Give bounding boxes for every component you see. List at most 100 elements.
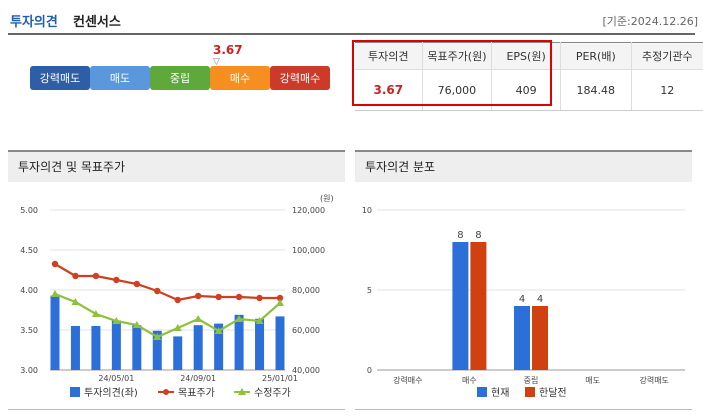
adjusted-price-point bbox=[132, 321, 141, 328]
legend-current-label: 현재 bbox=[491, 387, 509, 399]
opinion-bar bbox=[91, 326, 101, 370]
left-y-tick-label: 3.50 bbox=[20, 326, 38, 335]
opinion-bar bbox=[152, 330, 162, 370]
category-label: 매도 bbox=[585, 376, 600, 385]
adjusted-price-point bbox=[91, 310, 100, 317]
scale-segment-strong-buy: 강력매수 bbox=[270, 66, 330, 90]
opinion-bar bbox=[132, 325, 142, 370]
highlight-box bbox=[352, 40, 552, 106]
adjusted-price-point bbox=[112, 317, 121, 324]
summary-value-institutions: 12 bbox=[631, 69, 703, 111]
opinion-bar bbox=[234, 314, 244, 370]
bar-value-label: 8 bbox=[475, 230, 481, 241]
left-y-tick-label: 4.50 bbox=[20, 246, 38, 255]
opinion-bar bbox=[255, 318, 265, 370]
summary-header-per: PER(배) bbox=[560, 42, 632, 70]
opinion-bar bbox=[173, 336, 183, 370]
left-chart-title: 투자의견 및 목표주가 bbox=[8, 152, 345, 182]
current-bar bbox=[452, 242, 469, 370]
category-label: 강력매수 bbox=[393, 375, 422, 385]
y-tick-label: 10 bbox=[362, 206, 372, 215]
right-y-tick-label: 40,000 bbox=[292, 366, 320, 375]
target-price-point bbox=[92, 272, 100, 280]
opinion-target-price-panel: 투자의견 및 목표주가 bbox=[8, 150, 345, 410]
left-y-tick-label: 4.00 bbox=[20, 286, 38, 295]
opinion-marker-icon: ▽ bbox=[213, 57, 220, 67]
legend-target-price-marker bbox=[163, 389, 169, 395]
target-price-point bbox=[154, 287, 161, 295]
summary-header-target-price: 목표주가(원) bbox=[422, 42, 493, 70]
legend-target-price-label: 목표주가 bbox=[178, 387, 215, 399]
scale-segment-strong-sell: 강력매도 bbox=[30, 66, 90, 90]
target-price-point bbox=[256, 294, 263, 302]
legend-adjusted-price-label: 수정주가 bbox=[254, 387, 291, 399]
summary-header-opinion: 투자의견 bbox=[355, 42, 423, 70]
opinion-distribution-panel: 투자의견 분포 bbox=[355, 150, 692, 410]
legend-month-ago-swatch bbox=[525, 387, 535, 397]
adjusted-price-point bbox=[71, 298, 80, 305]
category-label: 매수 bbox=[462, 376, 477, 385]
x-tick-label: 24/09/01 bbox=[180, 374, 216, 383]
reference-date: [기준:2024.12.26] bbox=[602, 15, 698, 28]
right-y-tick-label: 120,000 bbox=[292, 206, 325, 215]
scale-segment-sell: 매도 bbox=[90, 66, 150, 90]
legend-opinion-swatch bbox=[70, 387, 80, 397]
legend-month-ago-label: 한달전 bbox=[539, 387, 567, 399]
x-tick-label: 25/01/01 bbox=[262, 374, 298, 383]
target-price-point bbox=[174, 296, 181, 304]
bar-value-label: 8 bbox=[457, 230, 463, 241]
adjusted-price-point bbox=[214, 327, 223, 334]
adjusted-price-point bbox=[51, 290, 59, 297]
target-price-point bbox=[51, 260, 59, 268]
adjusted-price-point bbox=[255, 317, 264, 324]
opinion-bar bbox=[70, 326, 80, 370]
adjusted-price-point bbox=[194, 315, 203, 322]
opinion-bar bbox=[111, 320, 121, 370]
opinion-scale: 강력매도 매도 중립 매수 강력매수 bbox=[30, 66, 330, 90]
right-y-unit-label: (원) bbox=[320, 194, 334, 203]
adjusted-price-line bbox=[54, 292, 281, 339]
target-price-line bbox=[54, 263, 280, 302]
opinion-current-value: 3.67 bbox=[213, 43, 243, 57]
target-price-point bbox=[133, 280, 141, 288]
adjusted-price-point bbox=[173, 324, 182, 331]
legend-adjusted-price-marker bbox=[238, 388, 246, 395]
summary-header-institutions: 추정기관수 bbox=[631, 42, 703, 70]
target-price-point bbox=[113, 276, 120, 284]
scale-segment-buy: 매수 bbox=[210, 66, 270, 90]
adjusted-price-point bbox=[276, 299, 284, 306]
right-y-tick-label: 80,000 bbox=[292, 286, 320, 295]
y-tick-label: 0 bbox=[367, 366, 372, 375]
opinion-bar bbox=[193, 325, 203, 370]
legend-opinion-label: 투자의견(좌) bbox=[84, 387, 138, 399]
right-chart-title: 투자의견 분포 bbox=[355, 152, 692, 182]
bar-value-label: 4 bbox=[537, 294, 543, 305]
right-y-tick-label: 100,000 bbox=[292, 246, 325, 255]
y-tick-label: 5 bbox=[367, 286, 372, 295]
summary-header-eps: EPS(원) bbox=[491, 42, 561, 70]
month-ago-bar bbox=[532, 306, 548, 370]
header-divider bbox=[8, 33, 695, 35]
scale-segment-hold: 중립 bbox=[150, 66, 210, 90]
category-label: 중립 bbox=[524, 376, 539, 385]
summary-header-row: 투자의견 목표주가(원) EPS(원) PER(배) 추정기관수 bbox=[355, 42, 703, 70]
opinion-bar bbox=[50, 295, 60, 370]
opinion-target-price-chart: 5.00 4.50 4.00 3.50 3.00 120,000 100,000 80,000… bbox=[20, 194, 334, 399]
current-bar bbox=[514, 306, 530, 370]
adjusted-price-point bbox=[153, 333, 162, 340]
right-y-tick-label: 60,000 bbox=[292, 326, 320, 335]
target-price-point bbox=[72, 272, 79, 280]
month-ago-bar bbox=[470, 242, 487, 370]
opinion-bar bbox=[214, 323, 224, 370]
target-price-point bbox=[235, 293, 243, 301]
summary-value-per: 184.48 bbox=[560, 69, 632, 111]
left-y-tick-label: 3.00 bbox=[20, 366, 38, 375]
category-label: 강력매도 bbox=[639, 375, 668, 385]
bar-value-label: 4 bbox=[519, 294, 525, 305]
left-y-tick-label: 5.00 bbox=[20, 206, 38, 215]
x-tick-label: 24/05/01 bbox=[98, 374, 134, 383]
page-title: 투자의견 bbox=[10, 15, 58, 30]
page-subtitle: 컨센서스 bbox=[73, 15, 121, 30]
legend-current-swatch bbox=[477, 387, 487, 397]
